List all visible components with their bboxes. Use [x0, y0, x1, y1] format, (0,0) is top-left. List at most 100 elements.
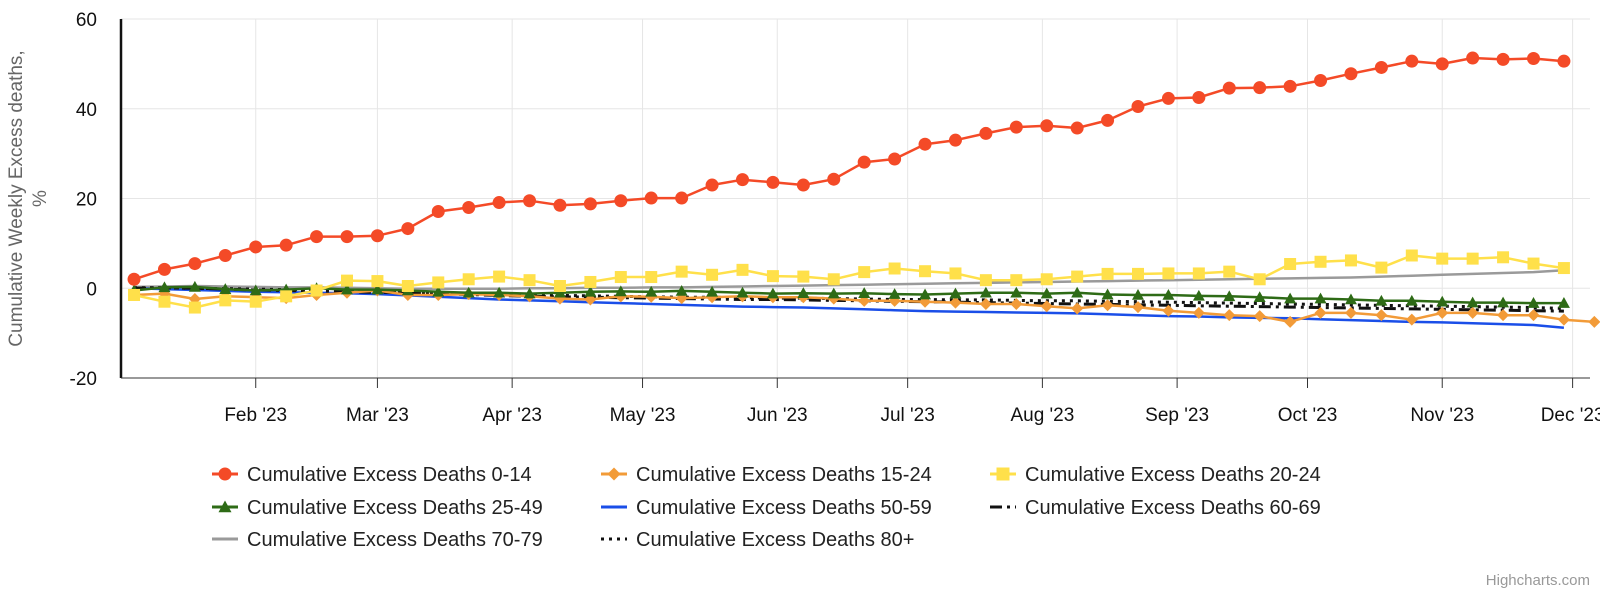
data-point[interactable]: [462, 273, 475, 286]
data-point[interactable]: [888, 288, 901, 299]
legend-label[interactable]: Cumulative Excess Deaths 50-59: [636, 497, 932, 519]
data-point[interactable]: [523, 274, 536, 287]
data-point[interactable]: [218, 248, 232, 262]
data-point[interactable]: [1344, 67, 1358, 81]
data-point[interactable]: [1223, 309, 1236, 322]
data-point[interactable]: [493, 270, 506, 283]
data-point[interactable]: [249, 284, 262, 296]
legend-marker[interactable]: [996, 467, 1010, 481]
data-point[interactable]: [1161, 91, 1175, 105]
data-point[interactable]: [706, 268, 719, 281]
data-point[interactable]: [371, 283, 384, 295]
data-point[interactable]: [1496, 52, 1510, 66]
data-point[interactable]: [1557, 297, 1570, 308]
data-point[interactable]: [1497, 251, 1510, 264]
data-point[interactable]: [766, 175, 780, 189]
data-point[interactable]: [553, 198, 567, 212]
data-point[interactable]: [1405, 54, 1419, 68]
data-point[interactable]: [1040, 300, 1053, 313]
data-point[interactable]: [523, 194, 537, 208]
data-point[interactable]: [1010, 286, 1023, 298]
credits-link[interactable]: Highcharts.com: [1486, 572, 1590, 589]
legend-marker[interactable]: [607, 467, 621, 481]
data-point[interactable]: [128, 288, 141, 301]
data-point[interactable]: [1405, 313, 1418, 326]
data-point[interactable]: [1375, 261, 1388, 274]
legend-label[interactable]: Cumulative Excess Deaths 0-14: [247, 464, 532, 486]
data-point[interactable]: [310, 284, 323, 297]
data-point[interactable]: [1405, 249, 1418, 262]
data-point[interactable]: [1436, 252, 1449, 265]
data-point[interactable]: [949, 267, 962, 280]
data-point[interactable]: [188, 301, 201, 314]
data-point[interactable]: [1223, 290, 1236, 302]
data-point[interactable]: [157, 262, 171, 276]
data-point[interactable]: [279, 238, 293, 252]
data-point[interactable]: [797, 270, 810, 283]
data-point[interactable]: [675, 284, 688, 296]
data-point[interactable]: [1344, 254, 1357, 267]
data-point[interactable]: [1071, 270, 1084, 283]
data-point[interactable]: [553, 286, 566, 298]
data-point[interactable]: [1284, 292, 1297, 304]
data-point[interactable]: [736, 263, 749, 276]
data-point[interactable]: [1527, 257, 1540, 270]
data-point[interactable]: [645, 271, 658, 284]
series-line[interactable]: [133, 56, 1565, 281]
data-point[interactable]: [1192, 306, 1205, 319]
data-point[interactable]: [341, 274, 353, 287]
data-point[interactable]: [1010, 274, 1023, 287]
data-point[interactable]: [1009, 120, 1023, 134]
legend-label[interactable]: Cumulative Excess Deaths 15-24: [636, 464, 932, 486]
data-point[interactable]: [493, 286, 506, 298]
data-point[interactable]: [219, 283, 232, 294]
data-point[interactable]: [827, 273, 840, 286]
data-point[interactable]: [1527, 297, 1540, 308]
data-point[interactable]: [553, 280, 566, 293]
data-point[interactable]: [1466, 51, 1480, 65]
data-point[interactable]: [1070, 121, 1084, 135]
legend-label[interactable]: Cumulative Excess Deaths 25-49: [247, 497, 543, 519]
data-point[interactable]: [979, 297, 992, 310]
data-point[interactable]: [1101, 113, 1115, 127]
data-point[interactable]: [523, 287, 536, 299]
data-point[interactable]: [797, 287, 810, 298]
data-point[interactable]: [158, 281, 171, 293]
series-line[interactable]: [133, 269, 1564, 290]
data-point[interactable]: [705, 178, 719, 192]
data-point[interactable]: [1557, 313, 1570, 326]
data-point[interactable]: [188, 280, 201, 292]
data-point[interactable]: [1435, 57, 1449, 71]
data-point[interactable]: [340, 230, 354, 244]
data-point[interactable]: [462, 200, 476, 214]
data-point[interactable]: [979, 286, 992, 298]
data-point[interactable]: [432, 276, 445, 289]
data-point[interactable]: [1132, 267, 1144, 280]
data-point[interactable]: [706, 285, 719, 297]
legend-marker[interactable]: [218, 500, 232, 513]
data-point[interactable]: [583, 197, 597, 211]
data-point[interactable]: [736, 173, 749, 187]
data-point[interactable]: [432, 285, 445, 297]
data-point[interactable]: [675, 191, 689, 205]
data-point[interactable]: [614, 271, 627, 284]
data-point[interactable]: [1405, 294, 1418, 306]
data-point[interactable]: [401, 222, 415, 236]
data-point[interactable]: [127, 272, 141, 286]
data-point[interactable]: [1101, 288, 1114, 300]
data-point[interactable]: [371, 275, 384, 288]
data-point[interactable]: [1162, 267, 1175, 280]
data-point[interactable]: [1040, 287, 1053, 299]
data-point[interactable]: [614, 194, 628, 208]
data-point[interactable]: [979, 274, 992, 287]
data-point[interactable]: [1374, 60, 1388, 74]
legend-item[interactable]: Cumulative Excess Deaths 25-49: [212, 497, 543, 519]
data-point[interactable]: [1071, 286, 1084, 298]
data-point[interactable]: [1314, 73, 1328, 87]
data-point[interactable]: [1527, 309, 1540, 322]
data-point[interactable]: [948, 133, 962, 147]
data-point[interactable]: [431, 205, 445, 219]
data-point[interactable]: [1253, 81, 1267, 95]
data-point[interactable]: [249, 295, 262, 308]
data-point[interactable]: [614, 285, 627, 297]
